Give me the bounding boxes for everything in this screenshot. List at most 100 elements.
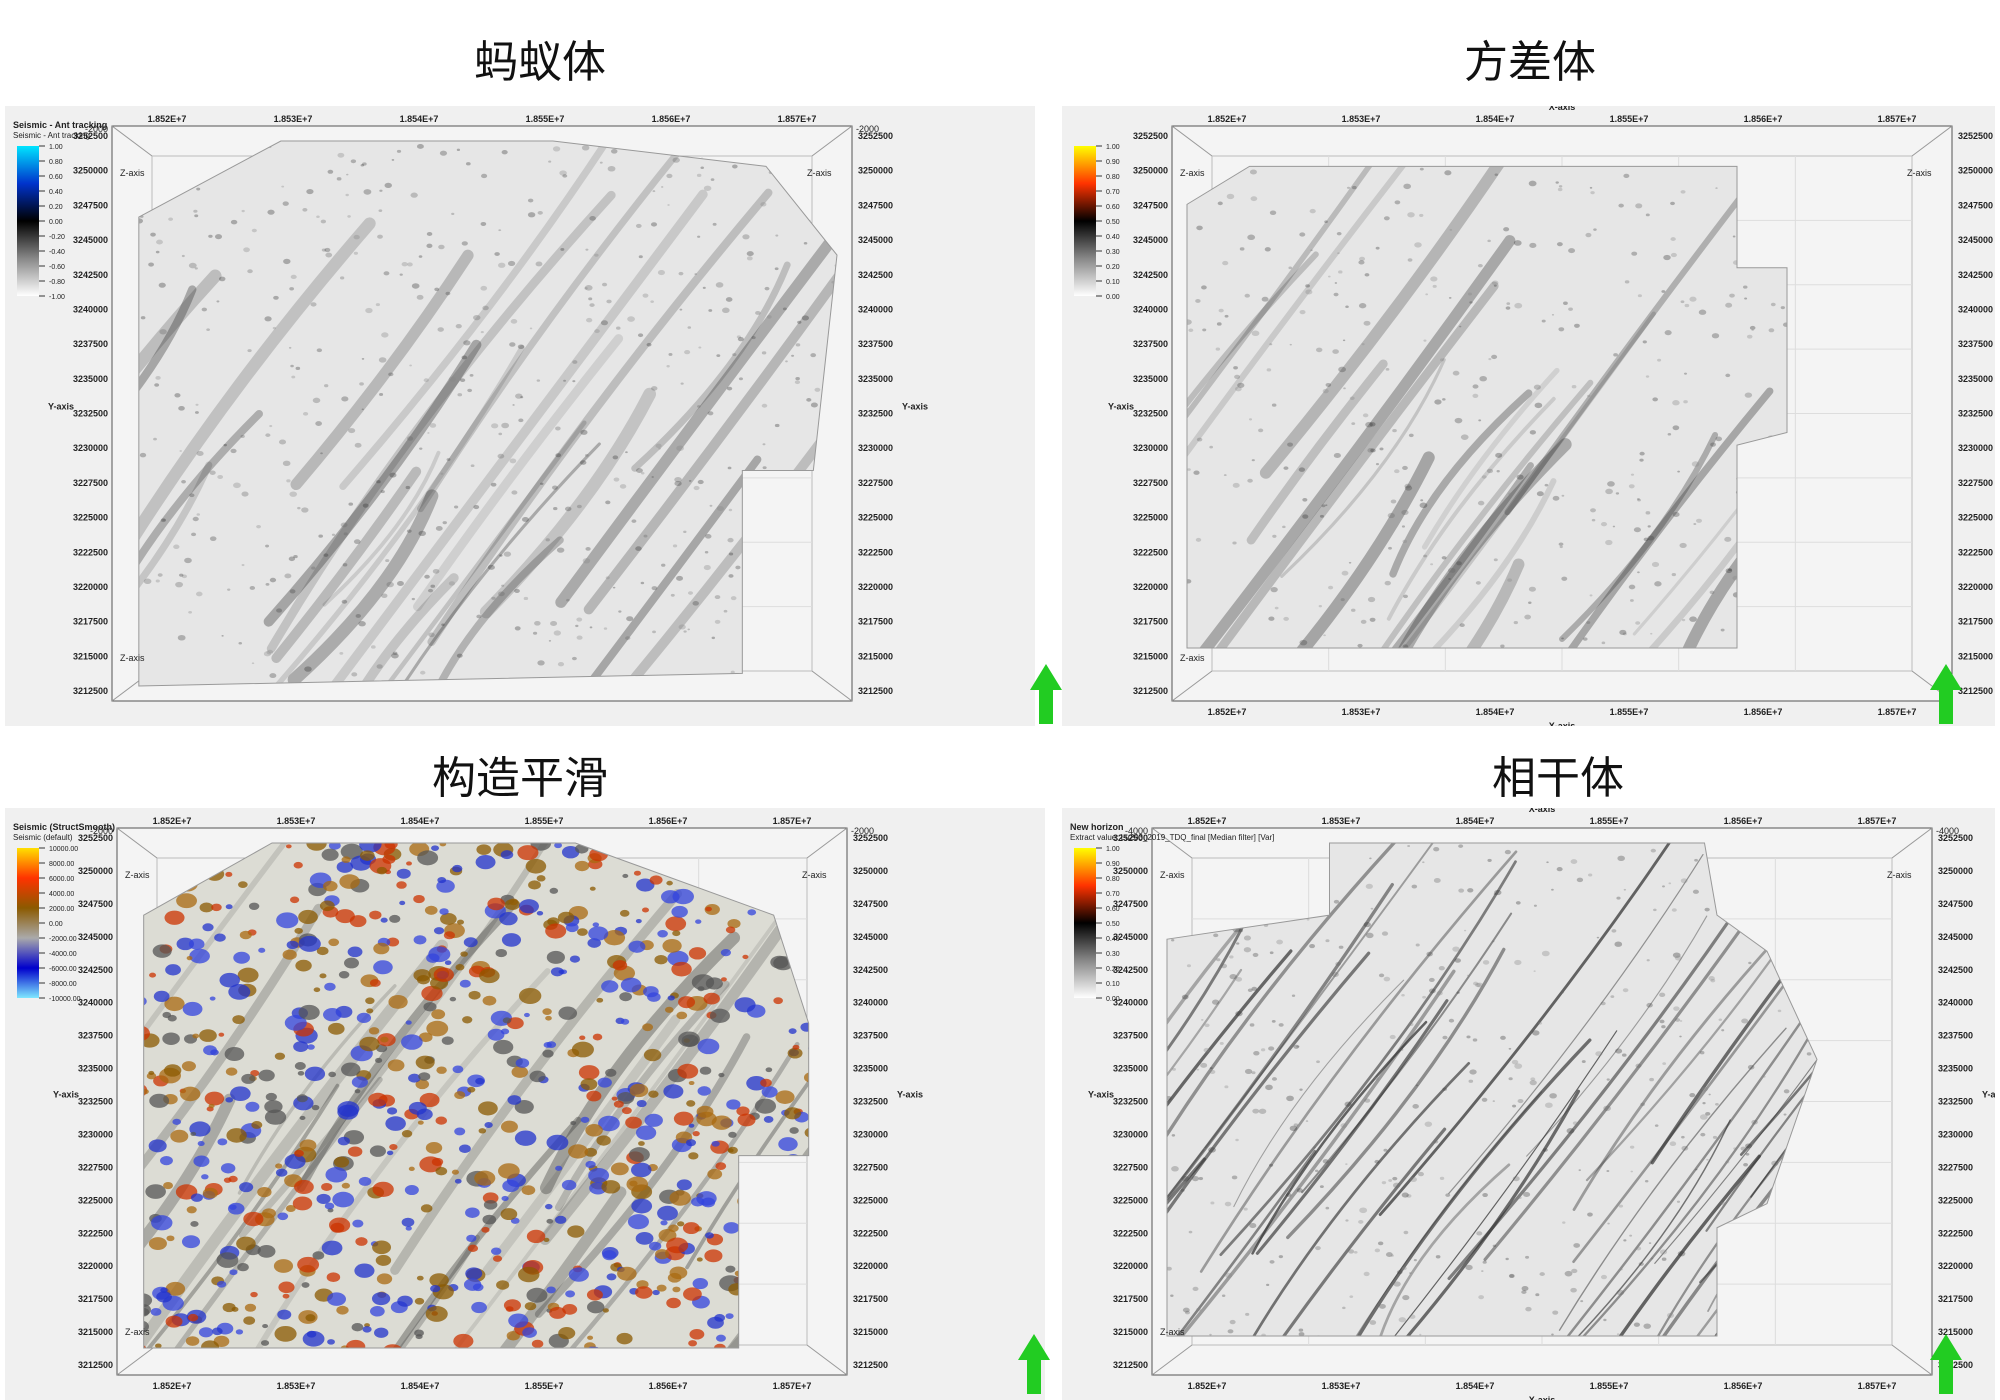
x-tick-label: 1.854E+7 (1456, 1381, 1495, 1391)
legend-tick-label: 0.20 (1106, 264, 1120, 271)
x-tick-label: 1.853E+7 (277, 816, 316, 826)
legend-tick-label: 0.90 (1106, 861, 1120, 868)
legend-tick-label: -0.60 (49, 264, 65, 271)
z-axis-label: Z-axis (1160, 870, 1185, 880)
x-axis-label: X-axis (1529, 1395, 1556, 1400)
y-tick-label: 3225000 (858, 513, 893, 523)
x-tick-label: 1.854E+7 (1476, 114, 1515, 124)
z-axis-label: Z-axis (120, 653, 145, 663)
y-tick-label: 3227500 (1113, 1162, 1148, 1172)
y-tick-label: 3240000 (73, 304, 108, 314)
z-axis-label: Z-axis (1907, 168, 1932, 178)
x-tick-label: 1.852E+7 (153, 1381, 192, 1391)
y-tick-label: 3245000 (1958, 235, 1993, 245)
x-tick-label: 1.854E+7 (401, 1381, 440, 1391)
y-tick-label: 3240000 (858, 304, 893, 314)
y-tick-label: 3230000 (73, 443, 108, 453)
y-tick-label: 3217500 (1958, 617, 1993, 627)
y-tick-label: 3212500 (1958, 686, 1993, 696)
y-tick-label: 3212500 (853, 1360, 888, 1370)
legend-title: Seismic - Ant tracking (13, 120, 107, 130)
x-tick-label: 1.853E+7 (1322, 816, 1361, 826)
z-axis-label: Z-axis (802, 870, 827, 880)
y-tick-label: 3237500 (1938, 1031, 1973, 1041)
attribute-surface (1187, 166, 1787, 648)
x-tick-label: 1.852E+7 (1208, 114, 1247, 124)
y-tick-label: 3242500 (1938, 965, 1973, 975)
y-tick-label: 3230000 (853, 1129, 888, 1139)
attribute-surface (1167, 843, 1817, 1336)
legend-color-bar (17, 146, 39, 296)
x-tick-label: 1.854E+7 (1476, 707, 1515, 717)
y-tick-label: 3217500 (1133, 617, 1168, 627)
north-arrow-icon (1930, 1334, 1962, 1394)
y-tick-label: 3235000 (1938, 1064, 1973, 1074)
x-tick-label: 1.852E+7 (148, 114, 187, 124)
y-tick-label: 3227500 (1133, 478, 1168, 488)
y-tick-label: 3225000 (1958, 513, 1993, 523)
y-tick-label: 3220000 (858, 582, 893, 592)
legend-tick-label: 0.80 (1106, 174, 1120, 181)
y-tick-label: 3245000 (78, 932, 113, 942)
ant-tracking-view: 1.852E+7 1.853E+7 1.854E+7 1.855E+7 1.856E+7… (5, 106, 1035, 726)
y-tick-label: 3252500 (78, 833, 113, 843)
x-tick-label: 1.852E+7 (1188, 816, 1227, 826)
y-tick-label: 3225000 (73, 513, 108, 523)
x-tick-label: 1.852E+7 (153, 816, 192, 826)
y-tick-label: 3250000 (1958, 166, 1993, 176)
legend-tick-label: 0.60 (1106, 906, 1120, 913)
x-tick-label: 1.857E+7 (778, 114, 817, 124)
y-tick-label: 3252500 (858, 131, 893, 141)
y-tick-label: 3242500 (73, 270, 108, 280)
y-tick-label: 3215000 (858, 651, 893, 661)
y-tick-label: 3250000 (73, 166, 108, 176)
legend-subtitle: Seismic (default) (13, 833, 73, 842)
y-tick-label: 3215000 (1113, 1327, 1148, 1337)
legend-tick-label: -2000.00 (49, 936, 77, 943)
legend-tick-label: -4000.00 (49, 951, 77, 958)
y-tick-label: 3235000 (858, 374, 893, 384)
y-tick-label: 3240000 (1938, 998, 1973, 1008)
legend-tick-label: 0.10 (1106, 981, 1120, 988)
y-tick-label: 3212500 (73, 686, 108, 696)
legend-tick-label: 2000.00 (49, 906, 74, 913)
x-tick-label: 1.856E+7 (649, 1381, 688, 1391)
y-tick-label: 3232500 (1133, 409, 1168, 419)
y-tick-label: 3220000 (73, 582, 108, 592)
x-tick-label: 1.855E+7 (526, 114, 565, 124)
y-tick-label: 3212500 (1133, 686, 1168, 696)
x-tick-label: 1.854E+7 (401, 816, 440, 826)
legend-tick-label: -6000.00 (49, 966, 77, 973)
y-tick-label: 3220000 (1938, 1261, 1973, 1271)
y-tick-label: 3250000 (78, 866, 113, 876)
y-tick-label: 3220000 (1113, 1261, 1148, 1271)
legend-tick-label: 0.50 (1106, 219, 1120, 226)
x-tick-label: 1.852E+7 (1188, 1381, 1227, 1391)
legend-tick-label: 1.00 (49, 144, 63, 151)
x-axis-label: X-axis (1549, 721, 1576, 726)
x-tick-label: 1.853E+7 (1342, 707, 1381, 717)
legend-color-bar (1074, 146, 1096, 296)
legend-tick-label: 8000.00 (49, 861, 74, 868)
y-tick-label: 3235000 (78, 1064, 113, 1074)
y-tick-label: 3235000 (1958, 374, 1993, 384)
y-tick-label: 3237500 (73, 339, 108, 349)
y-tick-label: 3215000 (1958, 651, 1993, 661)
legend-tick-label: 0.00 (1106, 996, 1120, 1003)
y-tick-label: 3247500 (1113, 899, 1148, 909)
legend-subtitle: Seismic - Ant tracking (13, 131, 90, 140)
x-tick-label: 1.855E+7 (1610, 114, 1649, 124)
y-tick-label: 3247500 (73, 200, 108, 210)
x-tick-label: 1.854E+7 (400, 114, 439, 124)
y-tick-label: 3252500 (1133, 131, 1168, 141)
y-tick-label: 3237500 (78, 1031, 113, 1041)
x-tick-label: 1.852E+7 (1208, 707, 1247, 717)
y-tick-label: 3215000 (78, 1327, 113, 1337)
x-tick-label: 1.853E+7 (1342, 114, 1381, 124)
x-tick-label: 1.855E+7 (1590, 1381, 1629, 1391)
y-tick-label: 3237500 (1958, 339, 1993, 349)
legend-tick-label: -1.00 (49, 294, 65, 301)
y-tick-label: 3232500 (1938, 1097, 1973, 1107)
y-axis-label: Y-axis (897, 1090, 923, 1100)
y-tick-label: 3230000 (1133, 443, 1168, 453)
